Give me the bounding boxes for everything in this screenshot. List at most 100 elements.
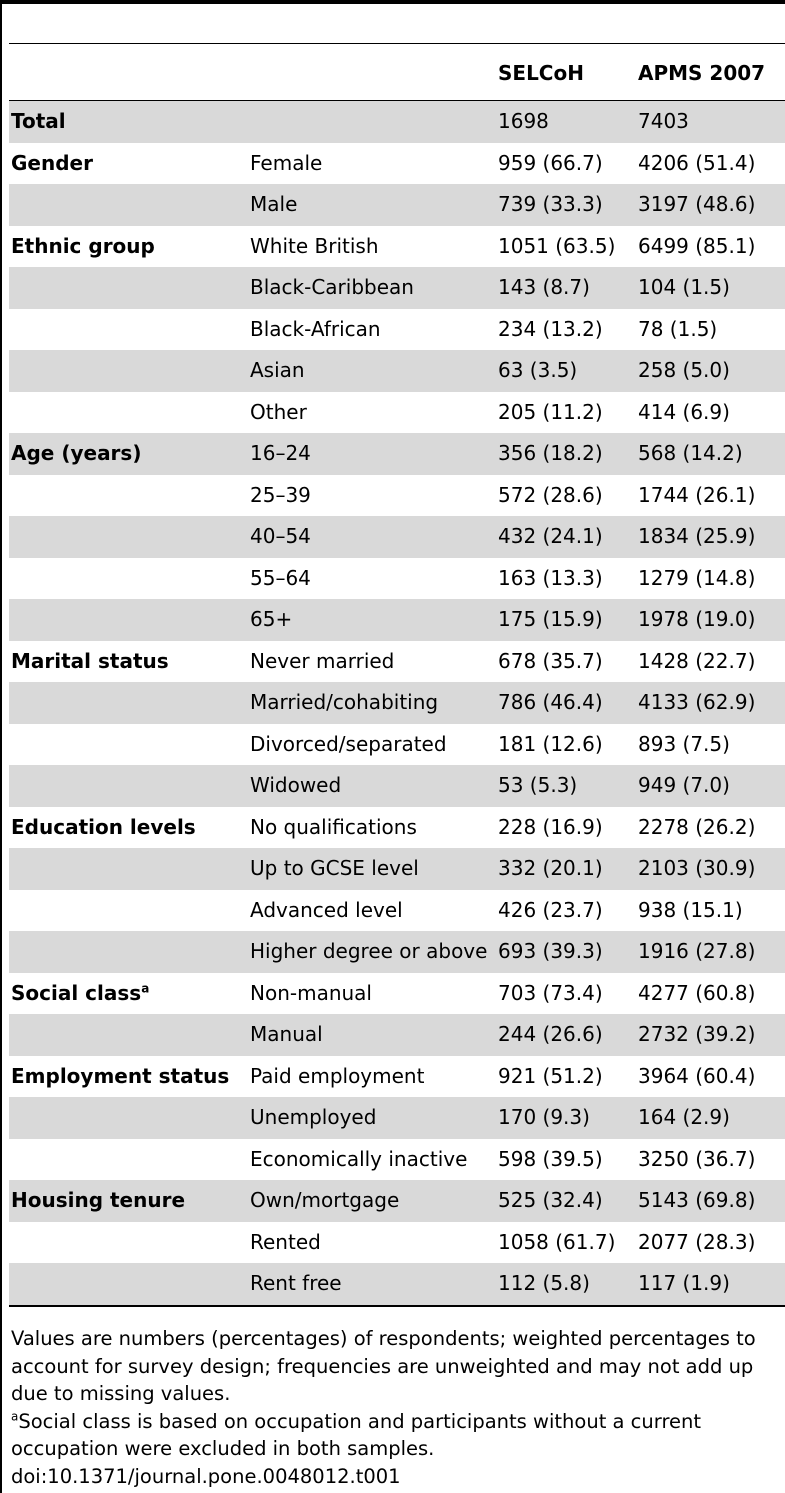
cell-selcoh: 693 (39.3) (498, 939, 603, 963)
table-row: Marital status Never married 678 (35.7) 142… (9, 641, 785, 683)
cell-apms: 568 (14.2) (638, 441, 743, 465)
row-category: Black-African (250, 316, 381, 341)
row-category: 40–54 (250, 524, 311, 548)
cell-selcoh: 703 (73.4) (498, 980, 603, 1005)
table-row: Black-Caribbean 143 (8.7) 104 (1.5) (9, 267, 785, 309)
row-group-label: Education levels (11, 807, 196, 849)
cell-selcoh: 244 (26.6) (498, 1022, 603, 1046)
row-group-text: Ethnic group (11, 233, 155, 258)
table-top-rule (0, 0, 785, 4)
footnote-marker: a (11, 1409, 19, 1423)
row-category: Rent free (250, 1271, 342, 1295)
row-category: Black-Caribbean (250, 275, 414, 299)
cell-selcoh: 432 (24.1) (498, 524, 603, 548)
table-row: Other 205 (11.2) 414 (6.9) (9, 392, 785, 434)
cell-apms: 3964 (60.4) (638, 1063, 756, 1088)
row-group-label: Gender (11, 143, 93, 185)
row-group-label: Social classa (11, 973, 149, 1015)
cell-apms: 6499 (85.1) (638, 233, 756, 258)
cell-selcoh: 205 (11.2) (498, 399, 603, 424)
header-rule (9, 43, 785, 44)
column-header-apms: APMS 2007 (638, 61, 766, 85)
cell-selcoh: 426 (23.7) (498, 897, 603, 922)
table-row: Social classa Non-manual 703 (73.4) 4277 (6… (9, 973, 785, 1015)
row-category: Non-manual (250, 980, 372, 1005)
cell-apms: 949 (7.0) (638, 773, 730, 797)
cell-selcoh: 1051 (63.5) (498, 233, 616, 258)
cell-apms: 2103 (30.9) (638, 856, 756, 880)
table-bottom-rule (9, 1305, 785, 1307)
table-row: Up to GCSE level 332 (20.1) 2103 (30.9) (9, 848, 785, 890)
cell-selcoh: 170 (9.3) (498, 1105, 590, 1129)
cell-selcoh: 228 (16.9) (498, 814, 603, 839)
row-category: Widowed (250, 773, 342, 797)
row-group-label: Total (11, 101, 66, 143)
cell-apms: 104 (1.5) (638, 275, 730, 299)
subheader-rule (9, 100, 785, 101)
cell-apms: 1428 (22.7) (638, 648, 756, 673)
table-row: 25–39 572 (28.6) 1744 (26.1) (9, 475, 785, 517)
row-group-text: Education levels (11, 814, 196, 839)
values-note: Values are numbers (percentages) of resp… (11, 1327, 756, 1405)
row-category: Asian (250, 358, 305, 382)
cell-apms: 1279 (14.8) (638, 565, 756, 590)
row-group-footnote-marker: a (141, 980, 150, 995)
cell-apms: 3197 (48.6) (638, 192, 756, 216)
table-row: Employment status Paid employment 921 (51.… (9, 1056, 785, 1098)
table-row: Black-African 234 (13.2) 78 (1.5) (9, 309, 785, 351)
cell-selcoh: 1058 (61.7) (498, 1229, 616, 1254)
row-group-text: Total (11, 109, 66, 133)
row-category: Paid employment (250, 1063, 425, 1088)
row-category: Female (250, 150, 323, 175)
row-category: No qualifications (250, 814, 417, 839)
cell-selcoh: 1698 (498, 109, 549, 133)
cell-apms: 893 (7.5) (638, 731, 730, 756)
table-row: 40–54 432 (24.1) 1834 (25.9) (9, 516, 785, 558)
cell-selcoh: 234 (13.2) (498, 316, 603, 341)
cell-apms: 938 (15.1) (638, 897, 743, 922)
cell-selcoh: 572 (28.6) (498, 482, 603, 507)
cell-selcoh: 332 (20.1) (498, 856, 603, 880)
table-row: Education levels No qualifications 228 (16… (9, 807, 785, 849)
table-row: Ethnic group White British 1051 (63.5) 6499… (9, 226, 785, 268)
cell-apms: 7403 (638, 109, 689, 133)
cell-selcoh: 525 (32.4) (498, 1188, 603, 1212)
row-category: Unemployed (250, 1105, 377, 1129)
row-category: Married/cohabiting (250, 690, 439, 714)
row-category: Up to GCSE level (250, 856, 419, 880)
cell-selcoh: 678 (35.7) (498, 648, 603, 673)
cell-selcoh: 175 (15.9) (498, 607, 603, 631)
cell-selcoh: 739 (33.3) (498, 192, 603, 216)
cell-apms: 1834 (25.9) (638, 524, 756, 548)
row-category: White British (250, 233, 379, 258)
row-group-label: Employment status (11, 1056, 229, 1098)
cell-apms: 2077 (28.3) (638, 1229, 756, 1254)
cell-selcoh: 63 (3.5) (498, 358, 578, 382)
table-row: Advanced level 426 (23.7) 938 (15.1) (9, 890, 785, 932)
cell-selcoh: 786 (46.4) (498, 690, 603, 714)
cell-apms: 117 (1.9) (638, 1271, 730, 1295)
row-group-text: Age (years) (11, 441, 142, 465)
row-group-label: Ethnic group (11, 226, 155, 268)
table-row: Widowed 53 (5.3) 949 (7.0) (9, 765, 785, 807)
table-row: 65+ 175 (15.9) 1978 (19.0) (9, 599, 785, 641)
row-category: Other (250, 399, 307, 424)
cell-selcoh: 163 (13.3) (498, 565, 603, 590)
cell-apms: 414 (6.9) (638, 399, 730, 424)
cell-apms: 4133 (62.9) (638, 690, 756, 714)
cell-apms: 1978 (19.0) (638, 607, 756, 631)
cell-apms: 258 (5.0) (638, 358, 730, 382)
row-group-label: Age (years) (11, 433, 141, 475)
table-row: Unemployed 170 (9.3) 164 (2.9) (9, 1097, 785, 1139)
doi: doi:10.1371/journal.pone.0048012.t001 (11, 1464, 401, 1488)
cell-apms: 2732 (39.2) (638, 1022, 756, 1046)
cell-apms: 164 (2.9) (638, 1105, 730, 1129)
footnote-text: Social class is based on occupation and … (11, 1409, 702, 1461)
cell-apms: 1744 (26.1) (638, 482, 756, 507)
row-group-text: Housing tenure (11, 1188, 186, 1212)
table-row: Housing tenure Own/mortgage 525 (32.4) 5143… (9, 1180, 785, 1222)
row-category: Own/mortgage (250, 1188, 400, 1212)
row-category: Male (250, 192, 298, 216)
cell-apms: 2278 (26.2) (638, 814, 756, 839)
cell-apms: 78 (1.5) (638, 316, 718, 341)
